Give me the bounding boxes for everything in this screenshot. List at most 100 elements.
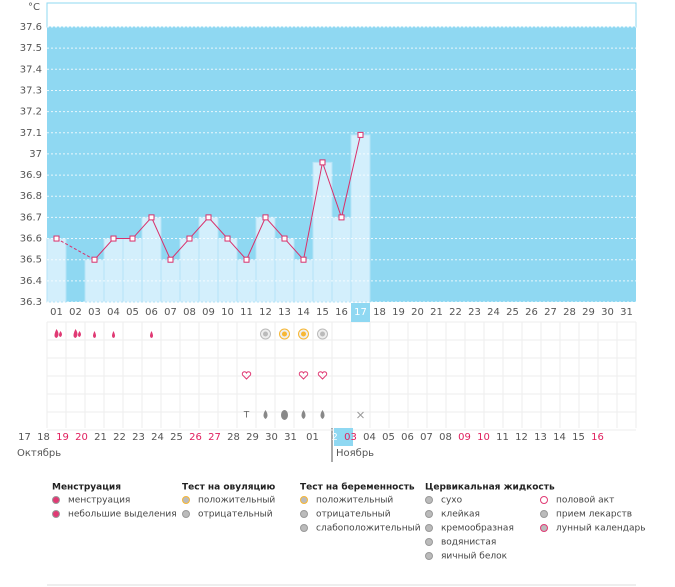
x-tick-label: 13 xyxy=(278,307,291,318)
temp-point xyxy=(300,256,307,263)
date-label: 15 xyxy=(572,432,585,443)
legend-item: сухо xyxy=(441,496,463,506)
date-label: 10 xyxy=(477,432,490,443)
date-label: 02 xyxy=(325,432,338,443)
temp-bar xyxy=(274,238,295,303)
y-tick-label: 36.9 xyxy=(20,170,42,181)
x-tick-label: 28 xyxy=(563,307,576,318)
legend-title: Менструация xyxy=(52,483,121,493)
x-tick-label: 27 xyxy=(544,307,557,318)
x-tick-label: 23 xyxy=(468,307,481,318)
x-tick-label: 09 xyxy=(202,307,215,318)
x-tick-label: 08 xyxy=(183,307,196,318)
x-tick-label: 19 xyxy=(392,307,405,318)
y-tick-label: 36.5 xyxy=(20,255,42,266)
temp-bar xyxy=(46,238,67,303)
legend-icon xyxy=(300,496,308,504)
legend-icon xyxy=(540,496,548,504)
legend-icon xyxy=(425,524,433,532)
date-label: 21 xyxy=(94,432,107,443)
drop-icon xyxy=(112,331,115,338)
drop-icon xyxy=(54,329,59,338)
x-tick-label: 11 xyxy=(240,307,253,318)
temp-point xyxy=(357,131,364,138)
x-tick-label: 16 xyxy=(335,307,348,318)
legend-item: водянистая xyxy=(441,538,496,548)
date-label: 29 xyxy=(246,432,259,443)
temp-point xyxy=(243,256,250,263)
y-tick-label: 37.4 xyxy=(20,64,42,75)
y-tick-label: 37.2 xyxy=(20,107,42,118)
y-unit: °C xyxy=(28,2,40,13)
x-tick-label: 02 xyxy=(69,307,82,318)
legend-item: менструация xyxy=(68,496,130,506)
x-tick-label: 05 xyxy=(126,307,139,318)
date-label: 23 xyxy=(132,432,145,443)
legend-item: клейкая xyxy=(441,510,480,520)
legend-item: половой акт xyxy=(556,496,614,506)
y-tick-label: 37.6 xyxy=(20,22,42,33)
temp-point xyxy=(281,235,288,242)
temp-bar xyxy=(179,238,200,303)
y-tick-label: 36.3 xyxy=(20,297,42,308)
temp-point xyxy=(53,235,60,242)
temp-bar xyxy=(103,238,124,303)
date-label: 17 xyxy=(18,432,31,443)
legend-item: отрицательный xyxy=(198,510,273,520)
temp-point xyxy=(91,256,98,263)
y-tick-label: 36.8 xyxy=(20,191,42,202)
date-label: 14 xyxy=(553,432,566,443)
x-tick-label: 04 xyxy=(107,307,120,318)
y-tick-label: 36.4 xyxy=(20,276,42,287)
watery-icon xyxy=(301,410,306,419)
y-tick-label: 37.1 xyxy=(20,128,42,139)
legend-icon xyxy=(52,496,60,504)
temp-point xyxy=(110,235,117,242)
x-tick-label: 24 xyxy=(487,307,500,318)
date-label: 06 xyxy=(401,432,414,443)
date-label: 26 xyxy=(189,432,202,443)
x-tick-label: 12 xyxy=(259,307,272,318)
legend-icon xyxy=(300,524,308,532)
date-label: 19 xyxy=(56,432,69,443)
date-label: 04 xyxy=(363,432,376,443)
x-tick-label: 30 xyxy=(601,307,614,318)
x-tick-label: 14 xyxy=(297,307,310,318)
date-label: 05 xyxy=(382,432,395,443)
legend-item: положительный xyxy=(198,496,275,506)
dry-icon xyxy=(357,411,364,419)
temp-point xyxy=(148,214,155,221)
drop-icon xyxy=(73,329,78,338)
legend-title: Тест на беременность xyxy=(300,482,415,493)
date-label: 09 xyxy=(458,432,471,443)
legend-icon xyxy=(540,524,548,532)
x-tick-label: 06 xyxy=(145,307,158,318)
legend-item: кремообразная xyxy=(441,524,514,534)
temp-point xyxy=(129,235,136,242)
legend-icon xyxy=(182,496,190,504)
x-tick-label: 07 xyxy=(164,307,177,318)
test-icon xyxy=(263,331,268,337)
test-icon xyxy=(301,331,306,337)
temp-bar xyxy=(217,238,238,303)
drop-icon xyxy=(150,331,153,338)
drop-icon xyxy=(93,331,96,338)
legend-item: яичный белок xyxy=(441,552,508,562)
temp-point xyxy=(186,235,193,242)
x-tick-label: 31 xyxy=(620,307,633,318)
date-label: 16 xyxy=(591,432,604,443)
drop-icon xyxy=(78,331,81,337)
date-label: 31 xyxy=(284,432,297,443)
y-tick-label: 37 xyxy=(29,149,42,160)
y-tick-label: 37.3 xyxy=(20,85,42,96)
date-label: 03 xyxy=(344,432,357,443)
y-tick-label: 36.7 xyxy=(20,212,42,223)
date-label: 12 xyxy=(515,432,528,443)
date-label: 13 xyxy=(534,432,547,443)
legend-title: Цервикальная жидкость xyxy=(425,483,555,493)
month-label: Ноябрь xyxy=(336,448,374,459)
legend-icon xyxy=(425,538,433,546)
date-label: 30 xyxy=(265,432,278,443)
